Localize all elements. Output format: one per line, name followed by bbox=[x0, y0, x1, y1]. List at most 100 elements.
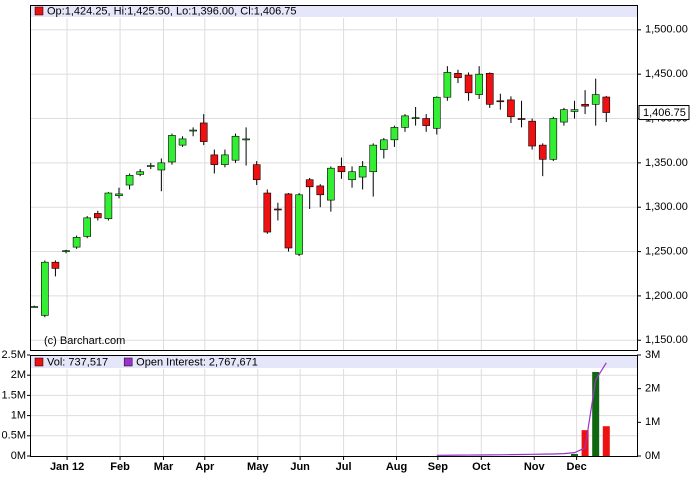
volume-panel bbox=[30, 355, 638, 457]
x-tick-label: Jan 12 bbox=[50, 461, 84, 473]
candle-body bbox=[570, 109, 579, 112]
y2-tick-label: 0M bbox=[645, 450, 660, 462]
header-text: Op:1,424.25, Hi:1,425.50, Lo:1,396.00, C… bbox=[47, 5, 297, 17]
y-tick-label: 1,350.00 bbox=[645, 157, 688, 169]
candle-body bbox=[168, 135, 176, 163]
y-tick-label: 1M bbox=[11, 410, 26, 422]
candle-body bbox=[411, 117, 420, 119]
y-tick-label: 0M bbox=[11, 450, 26, 462]
y-tick-label: 1,250.00 bbox=[645, 245, 688, 257]
candle-body bbox=[348, 171, 356, 181]
candle-body bbox=[305, 179, 314, 188]
candle-body bbox=[231, 135, 240, 161]
candle-body bbox=[210, 154, 219, 165]
open-interest-line bbox=[436, 362, 607, 456]
candle-body bbox=[602, 96, 611, 113]
candle-body bbox=[41, 261, 49, 316]
y-tick-label: 1,150.00 bbox=[645, 334, 688, 346]
y-tick-label: 2M bbox=[11, 369, 26, 381]
candle-body bbox=[104, 192, 113, 220]
x-tick-label: Dec bbox=[567, 461, 587, 473]
x-tick-label: Sep bbox=[428, 461, 448, 473]
y-tick-label: 1,200.00 bbox=[645, 290, 688, 302]
candle-body bbox=[443, 72, 452, 98]
candle-body bbox=[93, 213, 102, 219]
candle-body bbox=[591, 94, 600, 105]
x-tick-label: May bbox=[247, 461, 269, 473]
x-tick-label: Jul bbox=[336, 461, 352, 473]
candle-body bbox=[189, 129, 197, 132]
candle-body bbox=[485, 72, 494, 105]
y-tick-label: 1,500.00 bbox=[645, 24, 688, 36]
candle-body bbox=[30, 306, 39, 308]
x-tick-label: Nov bbox=[524, 461, 546, 473]
candle-body bbox=[157, 162, 166, 171]
candle-body bbox=[115, 193, 123, 196]
y-tick-label: 2.5M bbox=[2, 349, 26, 361]
candle-body bbox=[263, 192, 272, 233]
candle-body bbox=[62, 250, 70, 252]
legend-label: Vol: 737,517 bbox=[47, 356, 108, 368]
candle-body bbox=[337, 166, 346, 173]
candle-body bbox=[242, 138, 250, 141]
candle-body bbox=[125, 174, 134, 186]
candle-body bbox=[199, 122, 208, 142]
candle-body bbox=[252, 164, 261, 181]
candle-body bbox=[401, 115, 409, 128]
last-price-box bbox=[638, 105, 690, 121]
volume-bar bbox=[581, 430, 589, 456]
candle-body bbox=[517, 118, 526, 120]
candle-body bbox=[369, 144, 378, 173]
price-header-band bbox=[31, 6, 637, 17]
volume-bar bbox=[592, 371, 600, 456]
candle-body bbox=[146, 165, 155, 167]
candle-body bbox=[284, 193, 293, 249]
candle-body bbox=[316, 185, 325, 196]
legend-marker bbox=[34, 357, 44, 367]
candle-body bbox=[358, 166, 367, 178]
y-tick-label: 1.5M bbox=[2, 389, 26, 401]
candle-body bbox=[475, 73, 483, 95]
candle-body bbox=[178, 138, 187, 146]
candle-body bbox=[390, 127, 399, 141]
legend-label: Open Interest: 2,767,671 bbox=[136, 356, 258, 368]
candle-body bbox=[295, 194, 303, 255]
last-price-label: 1,406.75 bbox=[643, 107, 686, 119]
candle-body bbox=[496, 100, 505, 103]
candle-body bbox=[221, 154, 229, 165]
candle-body bbox=[538, 144, 547, 160]
candle-body bbox=[549, 118, 558, 160]
candle-body bbox=[454, 72, 462, 79]
x-tick-label: Apr bbox=[195, 461, 215, 473]
candle-body bbox=[274, 208, 282, 211]
candle-body bbox=[327, 167, 335, 201]
candle-body bbox=[432, 96, 441, 129]
candle-body bbox=[136, 171, 144, 175]
x-tick-label: Aug bbox=[386, 461, 407, 473]
candle-body bbox=[581, 104, 589, 107]
volume-bar bbox=[570, 453, 578, 456]
candle-body bbox=[528, 120, 536, 147]
candle-body bbox=[72, 237, 81, 248]
candle-body bbox=[560, 109, 568, 123]
x-tick-label: Oct bbox=[472, 461, 491, 473]
x-tick-label: Mar bbox=[154, 461, 174, 473]
legend-marker bbox=[123, 357, 133, 367]
candle-body bbox=[380, 139, 388, 150]
candle-body bbox=[507, 99, 515, 118]
volume-bar bbox=[602, 426, 610, 456]
header-marker bbox=[34, 6, 44, 16]
y2-tick-label: 2M bbox=[645, 383, 660, 395]
y2-tick-label: 1M bbox=[645, 416, 660, 428]
y-tick-label: 1,300.00 bbox=[645, 201, 688, 213]
x-tick-label: Jun bbox=[290, 461, 310, 473]
volume-header-band bbox=[31, 356, 637, 368]
candle-body bbox=[422, 118, 430, 126]
candle-body bbox=[83, 217, 92, 237]
watermark: (c) Barchart.com bbox=[44, 335, 125, 347]
candle-body bbox=[51, 261, 60, 269]
y-tick-label: 1,450.00 bbox=[645, 68, 688, 80]
y-tick-label: 0.5M bbox=[2, 430, 26, 442]
y2-tick-label: 3M bbox=[645, 349, 660, 361]
